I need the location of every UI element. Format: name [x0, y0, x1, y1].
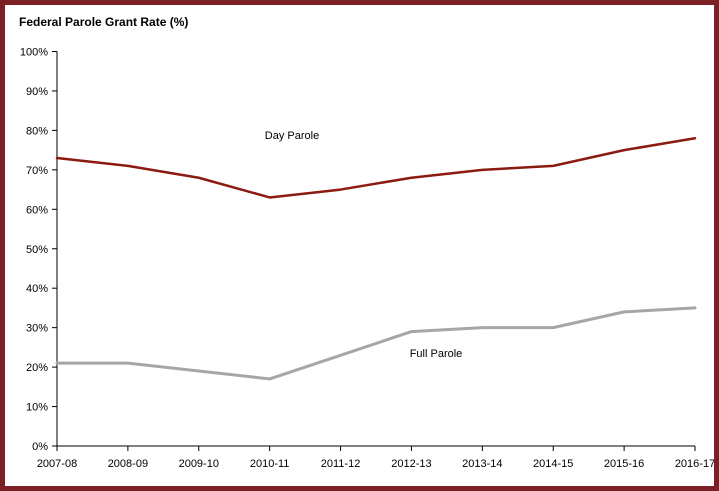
x-tick-label: 2012-13 [391, 458, 431, 470]
y-tick-label: 100% [20, 47, 48, 59]
series-label-full-parole: Full Parole [410, 348, 463, 360]
series-line-day-parole [55, 137, 697, 199]
chart-title: Federal Parole Grant Rate (%) [19, 15, 189, 29]
x-tick-label: 2008-09 [108, 458, 148, 470]
x-tick-label: 2010-11 [250, 458, 290, 470]
y-tick-label: 90% [26, 86, 48, 98]
series-line-full-parole [55, 306, 697, 381]
y-tick-label: 30% [26, 323, 48, 335]
y-tick-label: 70% [26, 165, 48, 177]
y-tick-label: 0% [32, 441, 48, 453]
x-tick-label: 2016-17 [675, 458, 715, 470]
x-tick-label: 2009-10 [179, 458, 219, 470]
x-tick-label: 2007-08 [37, 458, 77, 470]
y-tick-label: 20% [26, 362, 48, 374]
parole-grant-rate-line-chart: 0% 10% 20% 30% 40% 50% 60% 70% 80% 90% 100% 2007-08… [20, 47, 715, 471]
x-tick-label: 2011-12 [321, 458, 361, 470]
series-label-day-parole: Day Parole [265, 130, 319, 142]
x-tick-label: 2015-16 [604, 458, 644, 470]
y-tick-label: 80% [26, 125, 48, 137]
y-tick-label: 10% [26, 402, 48, 414]
y-tick-label: 60% [26, 204, 48, 216]
y-tick-label: 40% [26, 283, 48, 295]
x-tick-label: 2014-15 [533, 458, 573, 470]
y-tick-label: 50% [26, 244, 48, 256]
x-tick-label: 2013-14 [462, 458, 502, 470]
